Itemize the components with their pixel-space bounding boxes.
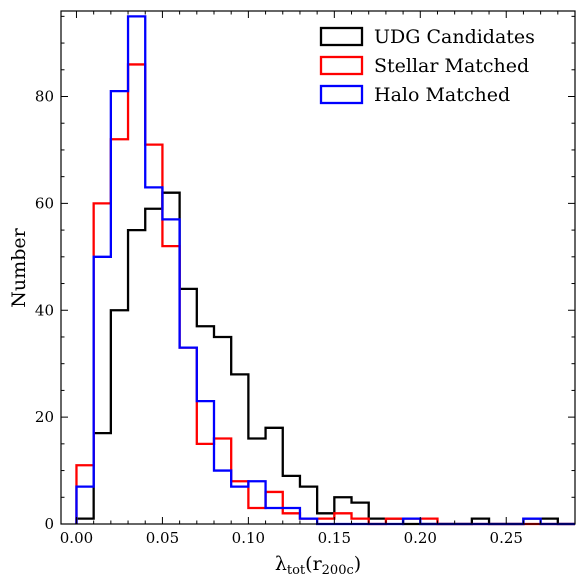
legend-swatch <box>319 84 364 105</box>
y-tick-label: 20 <box>35 408 54 426</box>
x-tick-label: 0.15 <box>318 529 351 547</box>
x-tick-label: 0.25 <box>490 529 523 547</box>
x-tick-label: 0.10 <box>232 529 265 547</box>
series-stellar-matched-outline <box>75 63 575 526</box>
y-tick-label: 60 <box>35 194 54 212</box>
y-tick-label: 80 <box>35 88 54 106</box>
x-axis-label: λtot(r200c) <box>275 553 361 578</box>
x-tick-label: 0.20 <box>404 529 437 547</box>
y-tick-label: 0 <box>44 515 54 533</box>
series-udg-candidates-outline <box>75 191 575 526</box>
plot-frame <box>60 10 576 525</box>
legend-label: UDG Candidates <box>374 26 535 48</box>
legend-label: Halo Matched <box>374 84 510 106</box>
legend-label: Stellar Matched <box>374 55 529 77</box>
x-tick-label: 0.00 <box>60 529 93 547</box>
axis-ticks: 0.00 0.05 0.10 0.15 0.20 0.25 0 20 40 60 80 <box>35 11 576 547</box>
y-tick-label: 40 <box>35 301 54 319</box>
legend: UDG Candidates Stellar Matched Halo Matche… <box>319 26 535 106</box>
x-tick-label: 0.05 <box>146 529 179 547</box>
y-axis-label: Number <box>8 227 30 307</box>
legend-swatch <box>319 26 364 47</box>
legend-swatch <box>319 55 364 76</box>
